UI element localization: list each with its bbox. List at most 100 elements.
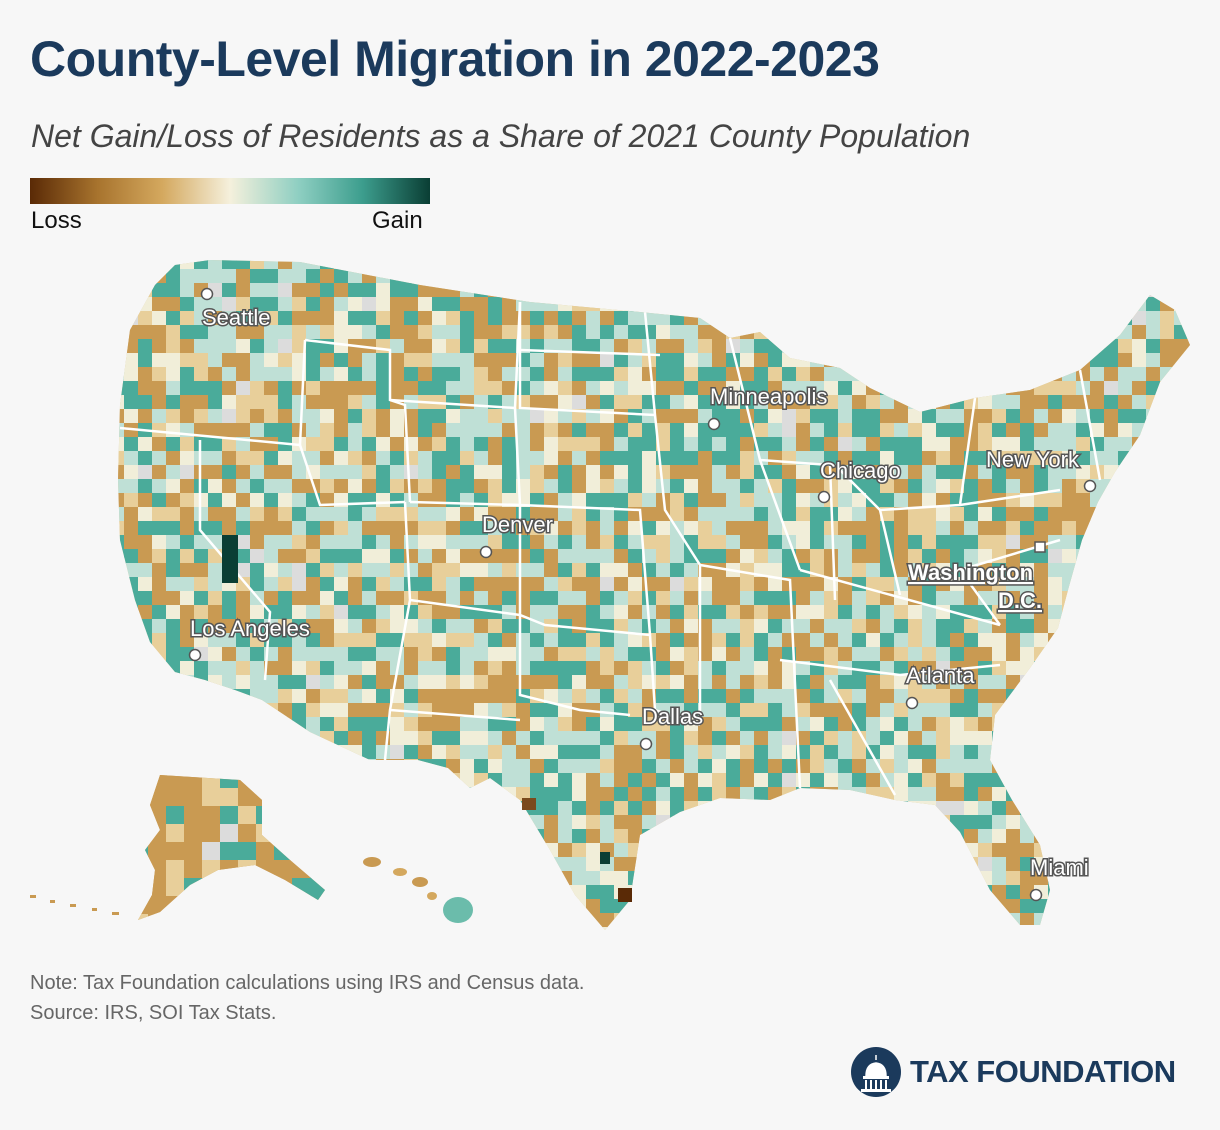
county-cell — [628, 731, 643, 746]
county-cell — [362, 647, 377, 662]
county-cell — [1146, 731, 1161, 746]
county-cell — [936, 549, 951, 564]
county-cell — [1174, 913, 1189, 928]
county-cell — [768, 409, 783, 424]
county-cell — [642, 283, 657, 298]
county-cell — [726, 675, 741, 690]
county-cell — [118, 829, 125, 844]
county-cell — [866, 871, 881, 886]
county-cell — [1020, 535, 1035, 550]
county-cell — [432, 787, 447, 802]
county-cell — [1104, 479, 1119, 494]
county-cell — [684, 311, 699, 326]
county-cell — [880, 871, 895, 886]
county-cell — [460, 703, 475, 718]
county-cell — [1132, 801, 1147, 816]
county-cell — [1132, 829, 1147, 844]
county-cell — [118, 577, 125, 592]
county-cell — [1174, 829, 1189, 844]
county-cell — [866, 857, 881, 872]
county-cell — [586, 591, 601, 606]
county-cell — [656, 381, 671, 396]
county-cell — [474, 647, 489, 662]
county-cell — [978, 283, 993, 298]
alaska-county-cell — [202, 896, 221, 915]
county-cell — [712, 437, 727, 452]
county-cell — [460, 843, 475, 858]
county-cell — [1062, 675, 1077, 690]
county-cell — [726, 717, 741, 732]
county-cell — [544, 857, 559, 872]
county-cell — [838, 395, 853, 410]
county-cell — [866, 437, 881, 452]
county-cell — [1006, 521, 1021, 536]
county-cell — [306, 661, 321, 676]
county-cell — [264, 731, 279, 746]
county-cell — [796, 661, 811, 676]
county-cell — [628, 409, 643, 424]
county-cell — [432, 829, 447, 844]
county-cell — [376, 423, 391, 438]
county-cell — [810, 381, 825, 396]
county-cell — [922, 703, 937, 718]
county-cell — [1118, 745, 1133, 760]
county-cell — [936, 297, 951, 312]
county-cell — [670, 843, 685, 858]
county-cell — [460, 339, 475, 354]
county-cell — [712, 885, 727, 900]
county-cell — [460, 745, 475, 760]
county-cell — [908, 871, 923, 886]
county-cell — [1146, 493, 1161, 508]
county-cell — [1076, 507, 1091, 522]
city-label-atlanta: Atlanta — [906, 663, 975, 688]
county-cell — [502, 885, 517, 900]
county-cell — [1048, 913, 1063, 928]
county-cell — [852, 773, 867, 788]
county-cell — [376, 325, 391, 340]
county-cell — [600, 549, 615, 564]
county-cell — [796, 269, 811, 284]
county-cell — [586, 311, 601, 326]
alaska-county-cell — [148, 878, 167, 897]
county-cell — [670, 647, 685, 662]
county-cell — [950, 507, 965, 522]
county-cell — [1132, 535, 1147, 550]
county-cell — [586, 885, 601, 900]
brand-name: TAX FOUNDATION — [910, 1054, 1176, 1089]
county-cell — [852, 857, 867, 872]
county-cell — [642, 409, 657, 424]
county-cell — [950, 339, 965, 354]
county-cell — [390, 437, 405, 452]
county-cell — [348, 703, 363, 718]
county-cell — [950, 675, 965, 690]
county-cell — [642, 260, 657, 270]
city-label-los-angeles: Los Angeles — [190, 616, 310, 641]
county-cell — [866, 689, 881, 704]
county-cell — [740, 745, 755, 760]
alaska-county-cell — [328, 914, 347, 933]
page-title: County-Level Migration in 2022-2023 — [30, 31, 880, 87]
county-cell — [824, 563, 839, 578]
county-cell — [866, 269, 881, 284]
county-cell — [502, 731, 517, 746]
county-cell — [880, 479, 895, 494]
county-cell — [558, 787, 573, 802]
county-cell — [1188, 423, 1190, 438]
county-cell — [418, 353, 433, 368]
county-cell — [670, 437, 685, 452]
county-cell — [264, 395, 279, 410]
county-cell — [838, 381, 853, 396]
county-cell — [1160, 269, 1175, 284]
county-cell — [1020, 507, 1035, 522]
county-cell — [740, 493, 755, 508]
county-cell — [348, 829, 363, 844]
city-label-washington: Washington — [908, 560, 1033, 585]
county-cell — [1048, 731, 1063, 746]
county-cell — [894, 801, 909, 816]
county-cell — [474, 507, 489, 522]
county-cell — [166, 381, 181, 396]
county-cell — [460, 381, 475, 396]
county-cell — [852, 927, 867, 930]
county-cell — [1146, 689, 1161, 704]
county-cell — [460, 759, 475, 774]
